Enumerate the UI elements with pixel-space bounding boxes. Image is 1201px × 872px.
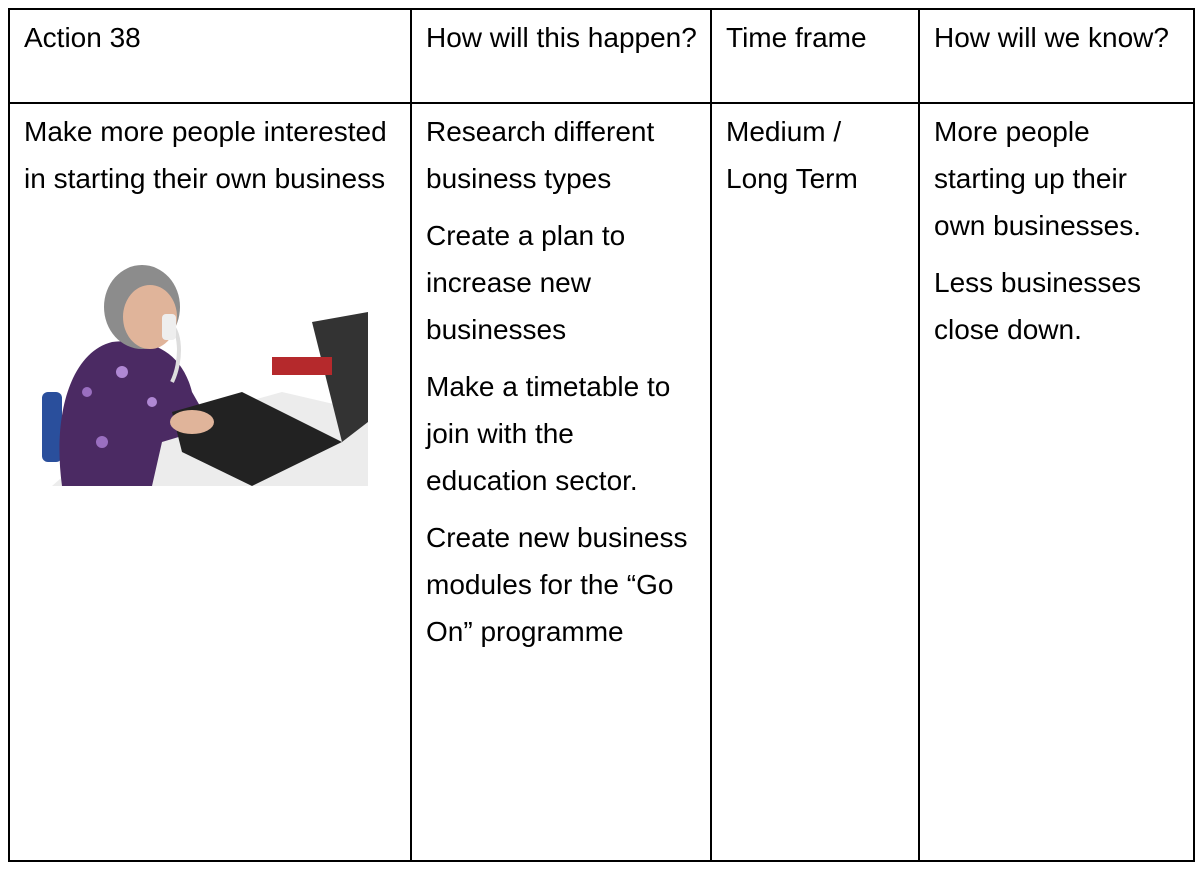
action-table: Action 38 How will this happen? Time fra… xyxy=(8,8,1195,862)
header-cell: How will this happen? xyxy=(410,8,712,104)
header-row: Action 38 How will this happen? Time fra… xyxy=(8,8,1195,104)
cell: Make more people interested in starting … xyxy=(8,102,412,862)
illustration xyxy=(42,242,368,486)
outcome-text: More people starting up their own busine… xyxy=(934,116,1142,241)
outcome-text: Less businesses close down. xyxy=(934,267,1142,345)
action-text: Make more people interested in starting … xyxy=(24,116,387,194)
step-text: Research different business types xyxy=(426,116,655,194)
header-cell: How will we know? xyxy=(918,8,1195,104)
cell: Medium / Long Term xyxy=(710,102,920,862)
header-cell: Time frame xyxy=(710,8,920,104)
step-text: Create new business modules for the “Go … xyxy=(426,522,688,647)
cell: More people starting up their own busine… xyxy=(918,102,1195,862)
body-row: Make more people interested in starting … xyxy=(8,102,1195,862)
step-text: Make a timetable to join with the educat… xyxy=(426,371,671,496)
header-cell: Action 38 xyxy=(8,8,412,104)
step-text: Create a plan to increase new businesses xyxy=(426,220,626,345)
cell: Research different business types Create… xyxy=(410,102,712,862)
